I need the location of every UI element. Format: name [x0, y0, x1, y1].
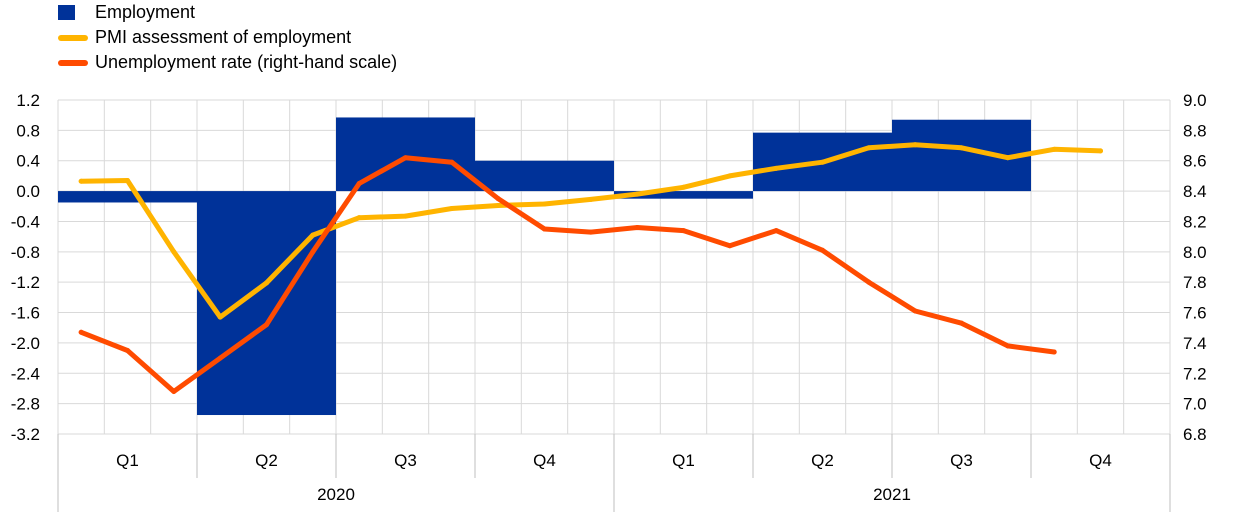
- pmi-point: [403, 213, 408, 219]
- employment-bar: [475, 160, 614, 192]
- unemployment-point: [1051, 349, 1057, 355]
- y-right-tick-label: 7.0: [1183, 395, 1207, 414]
- x-tick-label-quarter: Q1: [116, 451, 139, 470]
- unemployment-point: [125, 348, 130, 353]
- unemployment-point: [959, 320, 964, 326]
- axes: 1.2 9.0 0.8 8.8 0.4 8.6 0.0 8.4 -0.4 8.2 -0.8 8.0 -1…: [11, 91, 1207, 512]
- pmi-point: [171, 249, 177, 255]
- unemployment-point: [217, 355, 223, 361]
- pmi-point: [310, 232, 316, 238]
- y-left-tick-label: -2.0: [11, 334, 40, 353]
- x-tick-label-quarter: Q4: [533, 451, 556, 470]
- y-left-tick-label: -1.2: [11, 273, 40, 292]
- y-right-tick-label: 8.8: [1183, 121, 1207, 140]
- employment-bar: [58, 191, 197, 203]
- y-right-tick-label: 7.8: [1183, 273, 1207, 292]
- y-right-tick-label: 7.4: [1183, 334, 1207, 353]
- unemployment-point: [1005, 343, 1011, 349]
- pmi-point: [820, 159, 825, 165]
- x-tick-label-year: 2021: [873, 485, 911, 504]
- pmi-point: [449, 206, 455, 212]
- unemployment-point: [912, 308, 918, 314]
- y-left-tick-label: 0.4: [16, 152, 40, 171]
- unemployment-point: [449, 159, 455, 165]
- legend-swatch-pmi: [58, 34, 88, 41]
- legend-swatch-employment: [58, 5, 75, 20]
- pmi-point: [1051, 146, 1057, 152]
- y-left-tick-label: -2.4: [11, 364, 40, 383]
- y-right-tick-label: 7.6: [1183, 304, 1207, 323]
- legend-swatch-unemployment: [58, 59, 88, 66]
- y-right-tick-label: 8.0: [1183, 243, 1207, 262]
- y-left-tick-label: 0.0: [16, 182, 40, 201]
- employment-bar: [614, 191, 753, 199]
- unemployment-point: [634, 225, 640, 231]
- legend-label-pmi: PMI assessment of employment: [95, 27, 352, 47]
- unemployment-point: [820, 247, 825, 253]
- pmi-point: [542, 201, 547, 207]
- pmi-point: [1098, 148, 1103, 154]
- pmi-point: [264, 280, 269, 286]
- unemployment-point: [171, 388, 177, 394]
- unemployment-line: [78, 155, 1057, 394]
- y-left-tick-label: 1.2: [16, 91, 40, 110]
- pmi-point: [634, 191, 640, 197]
- legend-item-employment: Employment: [58, 0, 397, 25]
- pmi-point: [681, 184, 686, 190]
- unemployment-point: [866, 279, 872, 285]
- y-left-tick-label: -1.6: [11, 304, 40, 323]
- x-tick-label-quarter: Q3: [950, 451, 973, 470]
- x-tick-label-quarter: Q3: [394, 451, 417, 470]
- unemployment-point: [403, 155, 408, 161]
- pmi-point: [959, 145, 964, 151]
- unemployment-point: [310, 249, 316, 255]
- pmi-point: [217, 314, 223, 320]
- pmi-point: [1005, 155, 1011, 161]
- unemployment-point: [588, 229, 594, 235]
- legend-label-employment: Employment: [95, 2, 196, 22]
- y-right-tick-label: 8.6: [1183, 152, 1207, 171]
- pmi-point: [495, 203, 501, 209]
- legend-item-unemployment: Unemployment rate (right-hand scale): [58, 50, 397, 75]
- pmi-point: [866, 145, 872, 151]
- unemployment-point: [681, 228, 686, 234]
- series-lines: [78, 142, 1103, 394]
- pmi-point: [912, 142, 918, 148]
- employment-bar: [336, 117, 475, 192]
- y-right-tick-label: 8.2: [1183, 212, 1207, 231]
- employment-bar: [197, 191, 336, 416]
- x-tick-label-quarter: Q2: [811, 451, 834, 470]
- y-left-tick-label: 0.8: [16, 121, 40, 140]
- unemployment-point: [78, 329, 84, 335]
- y-right-tick-label: 6.8: [1183, 425, 1207, 444]
- unemployment-point: [264, 322, 269, 328]
- pmi-point: [125, 177, 130, 183]
- x-tick-label-year: 2020: [317, 485, 355, 504]
- x-tick-label-quarter: Q4: [1089, 451, 1112, 470]
- unemployment-point: [356, 181, 362, 186]
- y-left-tick-label: -0.4: [11, 212, 40, 231]
- x-tick-label-quarter: Q1: [672, 451, 695, 470]
- chart-legend: Employment PMI assessment of employment …: [58, 0, 397, 75]
- unemployment-point: [542, 226, 547, 232]
- pmi-point: [727, 173, 733, 179]
- pmi-point: [78, 178, 84, 184]
- y-right-tick-label: 9.0: [1183, 91, 1207, 110]
- legend-label-unemployment: Unemployment rate (right-hand scale): [95, 52, 398, 72]
- employment-bars: [58, 117, 1031, 416]
- pmi-point: [356, 215, 362, 221]
- y-right-tick-label: 8.4: [1183, 182, 1207, 201]
- unemployment-point: [773, 228, 779, 234]
- y-right-tick-label: 7.2: [1183, 364, 1207, 383]
- unemployment-point: [727, 243, 733, 249]
- y-left-tick-label: -3.2: [11, 425, 40, 444]
- pmi-point: [588, 196, 594, 202]
- x-tick-label-quarter: Q2: [255, 451, 278, 470]
- pmi-point: [773, 165, 779, 171]
- y-left-tick-label: -0.8: [11, 243, 40, 262]
- unemployment-point: [495, 196, 501, 202]
- legend-item-pmi: PMI assessment of employment: [58, 25, 397, 50]
- y-left-tick-label: -2.8: [11, 395, 40, 414]
